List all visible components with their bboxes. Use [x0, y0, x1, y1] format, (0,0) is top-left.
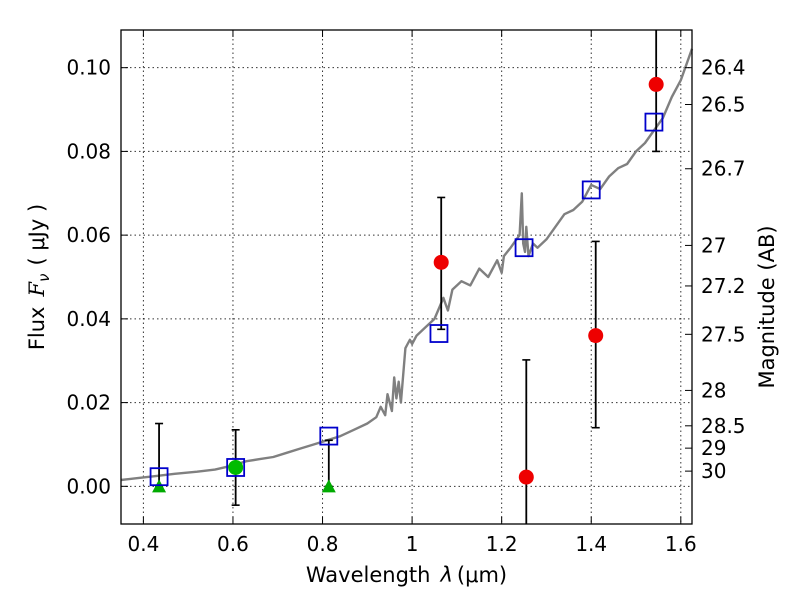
mag-tick-label: 29 — [701, 436, 726, 460]
detection-point — [433, 254, 449, 270]
model-flux-square — [319, 426, 339, 446]
model-flux-square — [514, 238, 534, 258]
x-tick-label: 1.2 — [486, 532, 518, 556]
y-axis-label: FluxFν( μJy ) — [25, 204, 53, 350]
model-flux-square — [429, 324, 449, 343]
model-flux-square — [149, 467, 169, 487]
mag-tick-label: 26.4 — [701, 56, 746, 80]
detection-point — [648, 76, 664, 92]
mag-tick-label: 26.5 — [701, 93, 746, 117]
detection-point — [518, 469, 534, 485]
tick-layer: 0.4 0.6 0.8 1 1.2 1.4 1.6 0.00 0.02 0.04 0.06 0.08 0… — [66, 30, 746, 556]
x-tick-label: 1.4 — [575, 532, 607, 556]
x-axis-label: Wavelength λ (μm) — [306, 563, 507, 587]
mag-tick-label: 30 — [701, 459, 726, 483]
model-flux-square — [226, 458, 246, 477]
marker-layer — [149, 30, 664, 524]
y-tick-label: 0.04 — [66, 307, 111, 331]
y-tick-label: 0.02 — [66, 391, 111, 415]
x-tick-label: 0.6 — [217, 532, 249, 556]
mag-tick-label: 26.7 — [701, 157, 746, 181]
mag-tick-label: 28 — [701, 378, 726, 402]
detection-point — [228, 459, 244, 475]
template-spectrum-line — [120, 48, 694, 482]
detection-point — [588, 328, 604, 344]
mag-tick-label: 27.2 — [701, 274, 746, 298]
model-flux-square — [644, 112, 664, 132]
y-tick-label: 0.10 — [66, 56, 111, 80]
grid-lines — [121, 30, 692, 524]
x-tick-label: 0.8 — [307, 532, 339, 556]
spectrum-layer — [120, 48, 694, 482]
plot-frame — [120, 29, 693, 525]
mag-tick-label: 28.5 — [701, 414, 746, 438]
mag-tick-label: 27 — [701, 233, 726, 257]
y-tick-label: 0.00 — [66, 474, 111, 498]
y-tick-label: 0.08 — [66, 139, 111, 163]
x-tick-label: 1 — [406, 532, 419, 556]
right-axis-label: Magnitude (AB) — [755, 225, 779, 388]
mag-tick-label: 27.5 — [701, 322, 746, 346]
x-tick-label: 1.6 — [665, 532, 697, 556]
upper-limit-triangle — [321, 479, 336, 493]
y-tick-label: 0.06 — [66, 223, 111, 247]
x-tick-label: 0.4 — [127, 532, 159, 556]
model-flux-square — [581, 180, 601, 200]
